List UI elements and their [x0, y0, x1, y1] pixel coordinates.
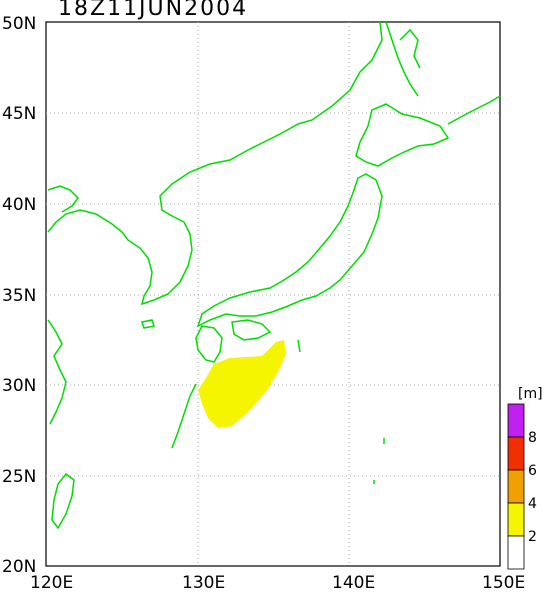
- x-tick-label: 150E: [482, 573, 525, 593]
- grid: [46, 22, 500, 566]
- colorbar: [m] 8 6 4 2: [507, 386, 543, 570]
- colorbar-label: 4: [528, 496, 537, 512]
- x-tick-label: 120E: [30, 573, 73, 593]
- colorbar-label: 8: [528, 430, 537, 446]
- y-tick-label: 50N: [2, 14, 36, 34]
- x-tick-label: 140E: [332, 573, 375, 593]
- coast-sakhalin-east: [399, 28, 421, 69]
- plot-frame: [45, 21, 501, 567]
- x-tick-label: 130E: [182, 573, 225, 593]
- y-tick-label: 35N: [2, 286, 36, 306]
- colorbar-label: 2: [528, 529, 537, 545]
- y-tick-label: 45N: [2, 104, 36, 124]
- coast-honshu: [196, 173, 383, 328]
- y-axis: 20N 25N 30N 35N 40N 45N 50N: [2, 14, 36, 577]
- y-tick-label: 25N: [2, 467, 36, 487]
- coast-kurils: [447, 95, 501, 125]
- coastlines: [47, 21, 501, 530]
- colorbar-swatch: [507, 535, 525, 570]
- colorbar-swatch: [507, 436, 525, 471]
- x-axis: 120E 130E 140E 150E: [30, 573, 525, 593]
- coast-kyushu: [195, 325, 223, 363]
- coast-jeju: [141, 319, 155, 329]
- coast-ryukyu: [171, 383, 197, 449]
- y-tick-label: 40N: [2, 195, 36, 215]
- y-tick-label: 30N: [2, 376, 36, 396]
- coast-shikoku: [231, 319, 272, 341]
- wave-height-region: [198, 340, 286, 428]
- coast-mainland: [47, 21, 383, 306]
- coast-china-south: [47, 319, 67, 425]
- colorbar-swatch: [507, 502, 525, 537]
- coast-hokkaido: [355, 103, 450, 167]
- y-tick-label: 20N: [2, 557, 36, 577]
- colorbar-unit: [m]: [518, 386, 543, 402]
- map-title: 18Z11JUN2004: [58, 0, 249, 21]
- colorbar-label: 6: [528, 463, 537, 479]
- colorbar-swatch: [507, 469, 525, 504]
- coast-sakhalin: [385, 21, 419, 97]
- colorbar-swatch: [507, 403, 525, 438]
- coast-china: [47, 185, 79, 213]
- coast-izu: [297, 339, 385, 484]
- coast-taiwan: [51, 472, 75, 530]
